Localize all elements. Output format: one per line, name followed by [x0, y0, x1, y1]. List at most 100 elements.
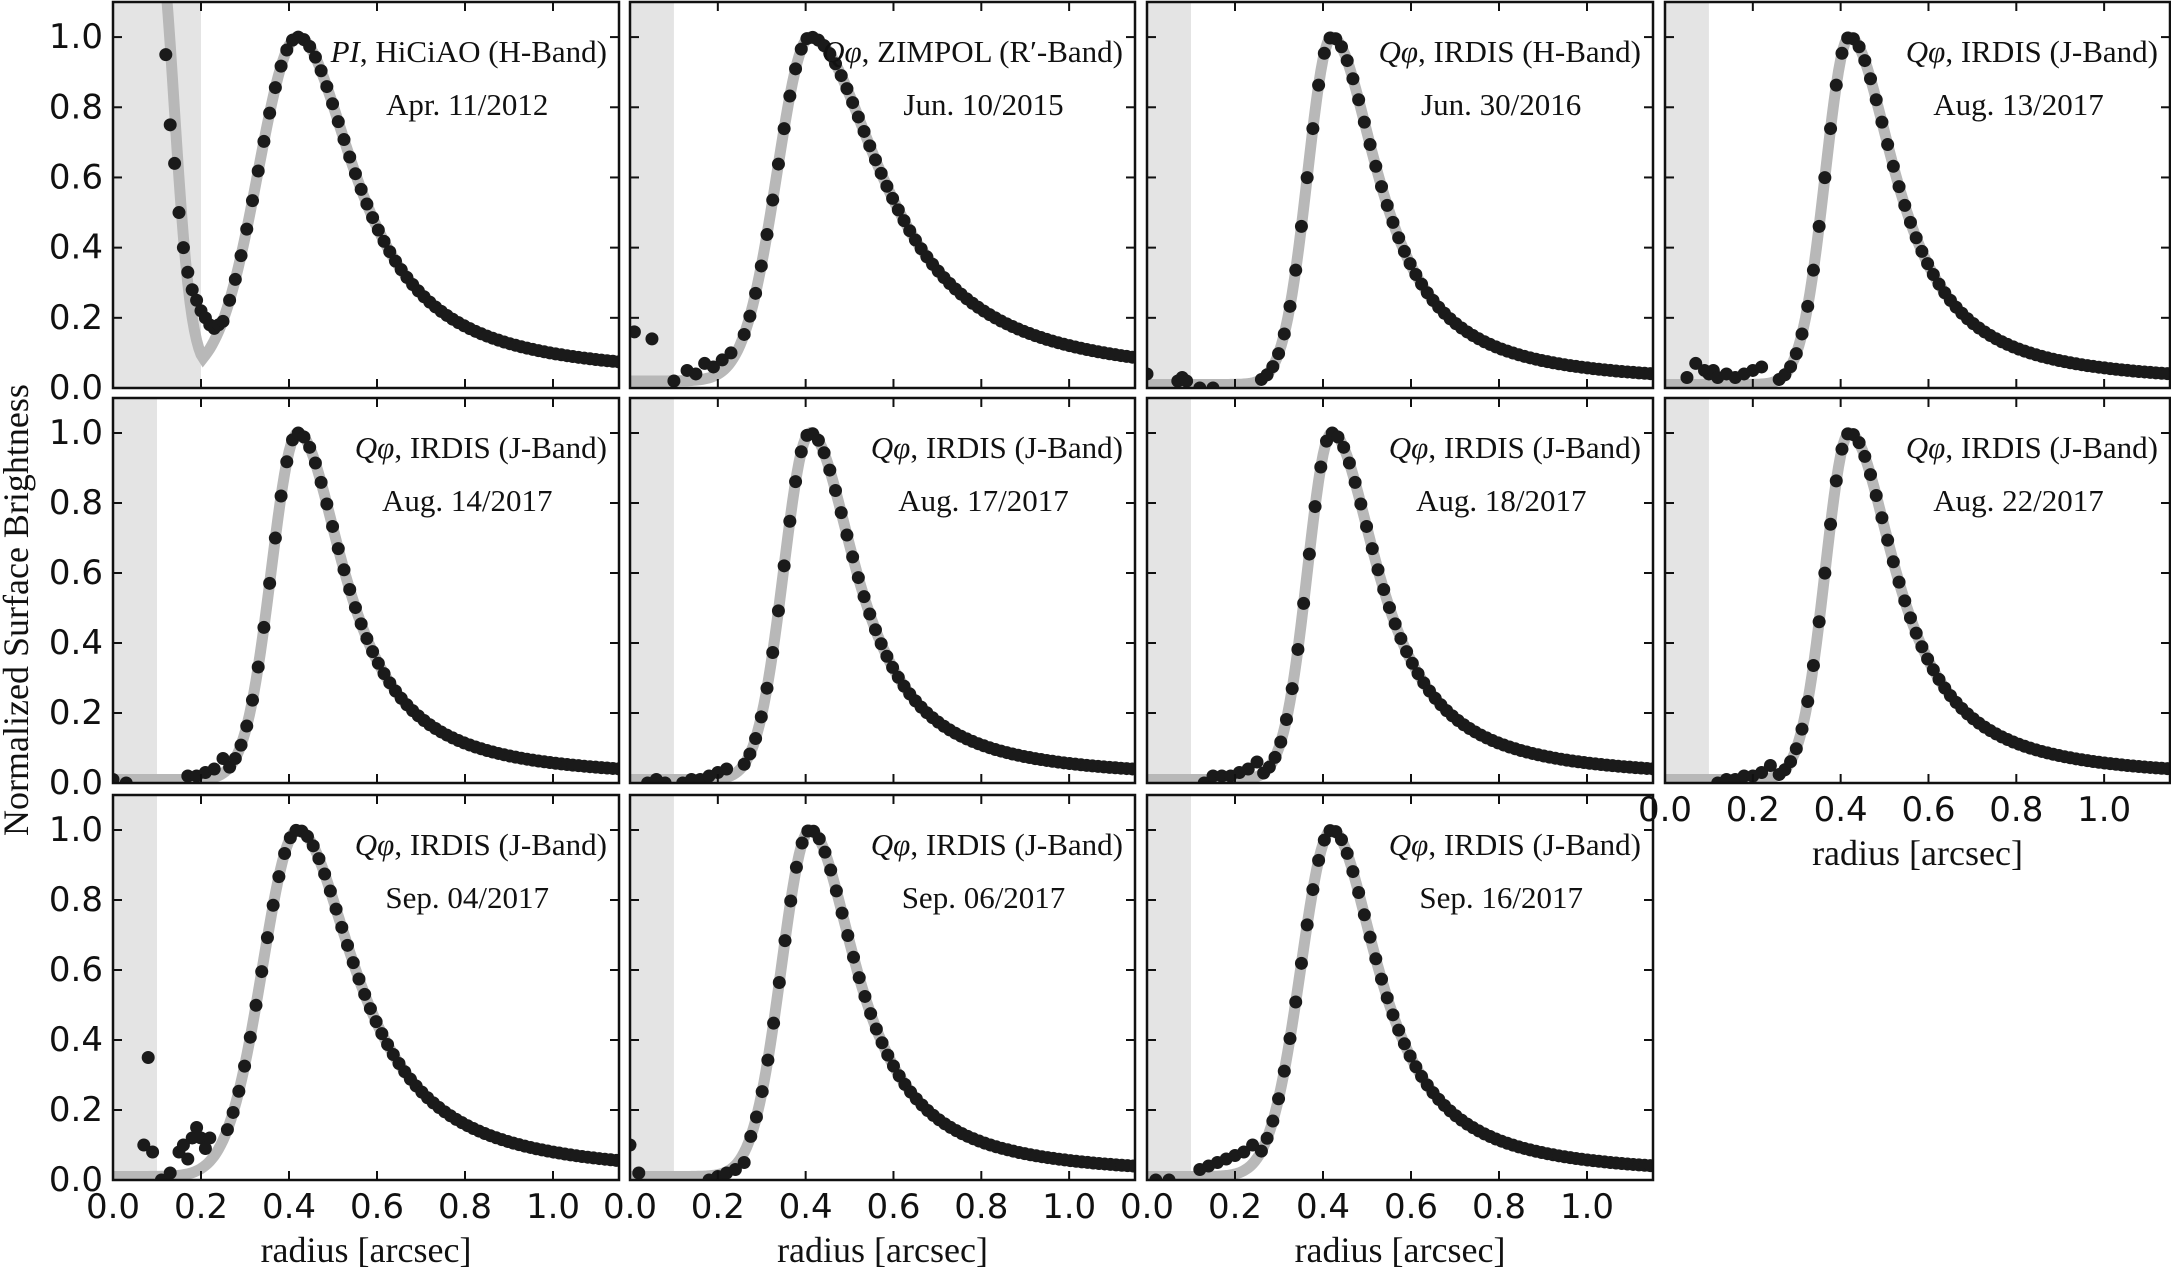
data-point	[181, 1152, 195, 1166]
data-point	[268, 81, 282, 95]
panel-title-symbol: Qφ	[822, 34, 862, 69]
data-point	[360, 197, 374, 211]
x-tick-label: 1.0	[526, 1187, 580, 1227]
panel-title-symbol: Qφ	[355, 827, 395, 862]
y-tick-label: 0.4	[49, 228, 103, 268]
panel-title-instrument: , ZIMPOL (R′-Band)	[862, 34, 1123, 69]
data-point	[1193, 381, 1207, 388]
panel-title: PI, HiCiAO (H-Band)	[330, 34, 607, 69]
data-point	[1806, 658, 1820, 672]
data-point	[308, 50, 322, 64]
data-point	[840, 528, 854, 542]
data-point	[630, 325, 641, 339]
data-point	[354, 182, 368, 196]
y-tick-label: 0.0	[49, 1160, 103, 1200]
data-point	[1279, 713, 1293, 727]
data-point	[777, 122, 791, 136]
data-point	[1926, 268, 1940, 282]
plot-area	[113, 398, 619, 783]
panel-title-instrument: , IRDIS (J-Band)	[1945, 34, 2158, 69]
data-point	[1898, 198, 1912, 212]
panel-grid: 0.0 0.2 0.4 0.6 0.8 1.0 PI, HiCiAO (H-Band) Apr…	[49, 0, 2171, 1270]
panel-1: 0.0 0.2 0.4 0.6 0.8 1.0 PI, HiCiAO (H-Band) Apr…	[49, 0, 621, 408]
data-point	[789, 475, 803, 489]
data-point	[335, 920, 349, 934]
data-point	[232, 1084, 246, 1098]
data-point	[1162, 1173, 1176, 1180]
data-point	[1818, 566, 1832, 580]
y-tick-label: 0.6	[49, 950, 103, 990]
y-tick-label: 1.0	[49, 413, 103, 453]
x-tick-label: 0.4	[1296, 1187, 1350, 1227]
masked-region	[1665, 398, 1709, 783]
panel-7: Qφ, IRDIS (J-Band) Aug. 18/2017	[1145, 396, 1655, 785]
data-point	[766, 193, 780, 207]
data-point	[829, 57, 843, 71]
x-tick-label: 0.6	[1901, 790, 1955, 830]
data-point	[737, 1156, 751, 1169]
plot-area	[113, 2, 619, 388]
data-point	[818, 845, 832, 859]
data-point	[1306, 883, 1320, 897]
data-point	[348, 601, 362, 615]
data-point	[1858, 449, 1872, 463]
panel-date: Sep. 16/2017	[1419, 880, 1583, 915]
data-point	[331, 542, 345, 556]
data-point	[240, 719, 254, 733]
data-point	[1403, 257, 1417, 271]
data-point	[1306, 122, 1320, 136]
data-point	[260, 931, 274, 945]
data-point	[706, 360, 720, 374]
x-tick-label: 1.0	[1042, 1187, 1096, 1227]
data-point	[1886, 555, 1900, 569]
data-point	[1125, 762, 1135, 776]
y-tick-label: 0.4	[49, 623, 103, 663]
data-point	[864, 1007, 878, 1021]
data-point	[245, 194, 259, 208]
panel-date: Aug. 18/2017	[1416, 483, 1587, 518]
data-point	[243, 1030, 257, 1044]
panel-4: Qφ, IRDIS (J-Band) Aug. 13/2017	[1663, 0, 2171, 390]
data-point	[783, 89, 797, 103]
data-point	[234, 249, 248, 263]
data-point	[829, 484, 843, 498]
data-point	[760, 228, 774, 242]
panel-title: Qφ, IRDIS (J-Band)	[871, 430, 1123, 465]
data-point	[1680, 370, 1694, 384]
data-point	[1348, 475, 1362, 489]
masked-region	[113, 2, 201, 388]
data-point	[858, 989, 872, 1003]
data-point	[198, 1142, 212, 1155]
data-point	[1643, 1159, 1653, 1173]
panel-frame	[111, 0, 621, 390]
data-point	[1363, 930, 1377, 944]
panel-date: Sep. 06/2017	[902, 880, 1066, 915]
x-axis-title: radius [arcsec]	[1812, 833, 2023, 873]
data-point	[743, 747, 757, 761]
data-point	[314, 475, 328, 489]
data-point	[1334, 833, 1348, 847]
data-point	[303, 440, 317, 454]
panel-date: Aug. 13/2017	[1933, 87, 2104, 122]
data-point	[1369, 952, 1383, 966]
data-point	[263, 106, 277, 120]
data-point	[1397, 1037, 1411, 1051]
panel-title: Qφ, IRDIS (J-Band)	[1389, 430, 1641, 465]
data-point	[352, 972, 366, 986]
data-point	[667, 374, 681, 388]
panel-3: Qφ, IRDIS (H-Band) Jun. 30/2016	[1145, 0, 1655, 390]
x-tick-label: 0.0	[86, 1187, 140, 1227]
data-point	[1377, 583, 1391, 597]
data-point	[811, 433, 825, 447]
data-point	[257, 134, 271, 148]
data-point	[1147, 367, 1154, 381]
data-point	[190, 293, 204, 307]
data-point	[1392, 1023, 1406, 1037]
panel-title-symbol: Qφ	[871, 827, 911, 862]
data-point	[1755, 766, 1769, 779]
data-point	[1915, 244, 1929, 258]
panel-date: Jun. 10/2015	[903, 87, 1063, 122]
data-point	[760, 681, 774, 695]
data-point	[1237, 1145, 1251, 1159]
data-point	[1334, 40, 1348, 54]
